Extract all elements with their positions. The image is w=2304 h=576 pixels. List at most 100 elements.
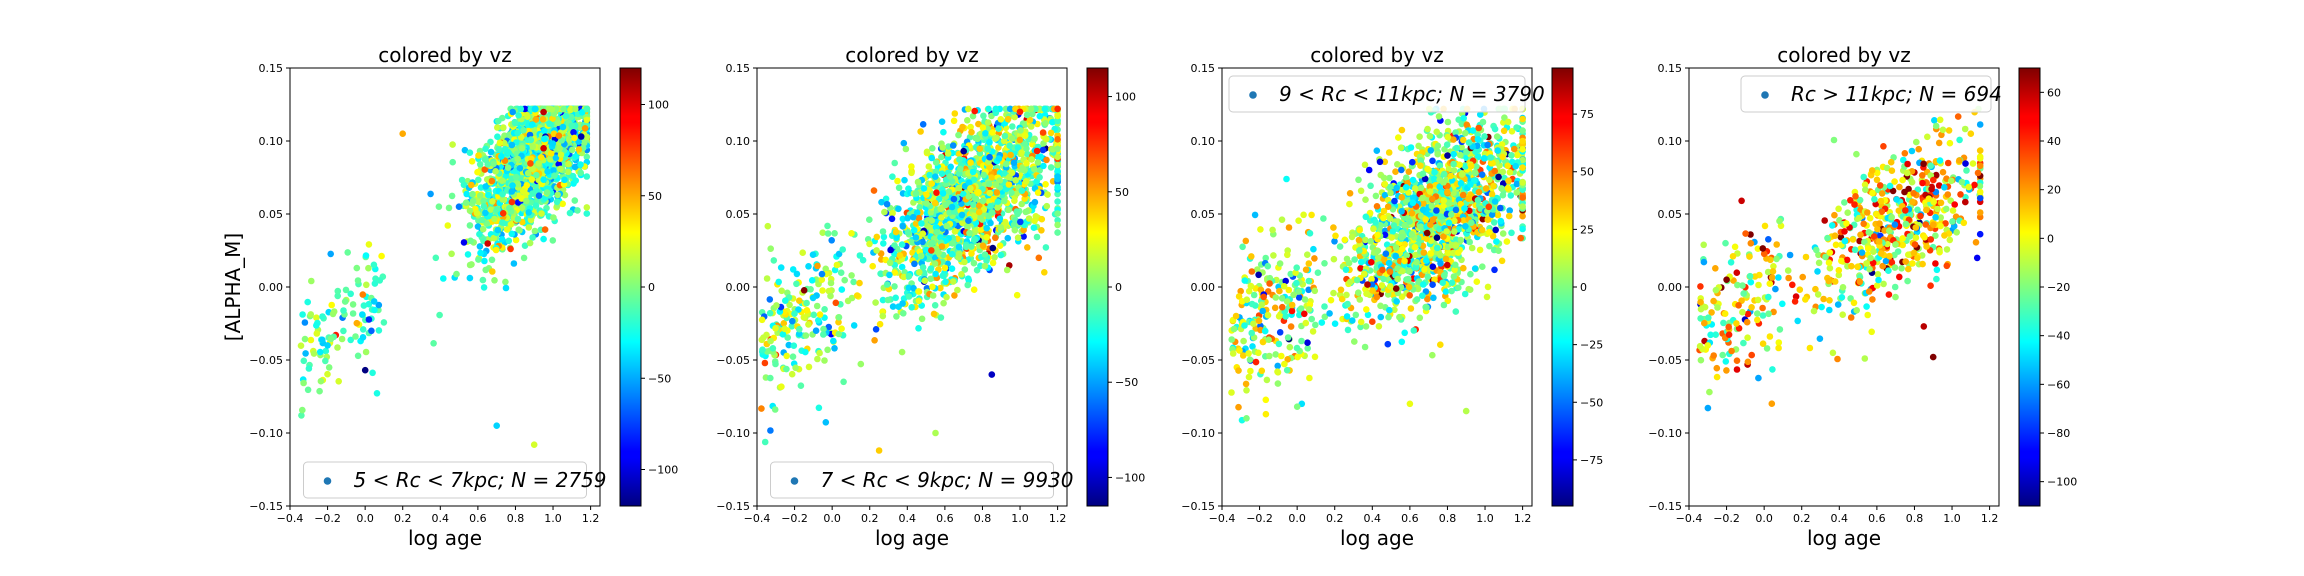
scatter-point — [920, 185, 928, 192]
scatter-point — [1301, 296, 1309, 303]
scatter-point — [1383, 241, 1391, 248]
scatter-point — [989, 244, 997, 252]
scatter-point — [970, 176, 978, 183]
scatter-point — [467, 237, 474, 245]
scatter-point — [1039, 146, 1047, 154]
scatter-point — [526, 239, 534, 247]
scatter-point — [959, 123, 966, 131]
scatter-point — [1362, 323, 1370, 330]
colorbar-tick-label: 100 — [1115, 91, 1136, 104]
scatter-point — [508, 188, 516, 195]
scatter-point — [360, 302, 368, 309]
scatter-point — [1039, 129, 1047, 136]
scatter-point — [931, 199, 939, 207]
scatter-point — [508, 141, 516, 149]
scatter-point — [896, 252, 904, 259]
x-tick-label: 1.2 — [582, 512, 600, 525]
y-tick-label: 0.15 — [726, 62, 751, 75]
scatter-point — [904, 214, 911, 222]
scatter-point — [475, 152, 482, 159]
scatter-point — [481, 156, 489, 163]
scatter-point — [524, 113, 531, 120]
scatter-point — [824, 346, 831, 354]
x-tick-label: 1.2 — [1049, 512, 1067, 525]
scatter-point — [476, 230, 483, 238]
scatter-point — [879, 228, 887, 235]
scatter-point — [917, 252, 925, 260]
scatter-point — [1021, 140, 1028, 147]
scatter-point — [1035, 254, 1043, 262]
scatter-point — [365, 316, 373, 323]
scatter-point — [838, 325, 845, 333]
legend-label: 5 < Rc < 7kpc; N = 2759 — [354, 468, 607, 492]
colorbar-tick-label: −50 — [1115, 376, 1138, 389]
scatter-point — [555, 132, 563, 139]
scatter-point — [975, 120, 982, 128]
scatter-point — [514, 155, 521, 163]
scatter-point — [554, 191, 561, 199]
scatter-point — [551, 172, 558, 179]
scatter-point — [994, 204, 1001, 211]
scatter-point — [430, 340, 437, 347]
scatter-point — [1041, 269, 1048, 276]
scatter-point — [1397, 284, 1405, 291]
scatter-point — [375, 301, 383, 309]
scatter-point — [956, 156, 963, 163]
scatter-point — [965, 105, 972, 113]
panel-1: −0.4 −0.2 0.0 0.2 0.4 0.6 0.8 1.0 1.2−0.15−0.10−… — [221, 43, 678, 550]
scatter-point — [916, 269, 923, 276]
scatter-point — [1043, 156, 1050, 164]
scatter-point — [873, 247, 880, 254]
scatter-point — [912, 190, 920, 197]
scatter-point — [1022, 178, 1030, 185]
scatter-point — [784, 334, 791, 341]
scatter-point — [908, 169, 915, 177]
scatter-point — [997, 116, 1005, 123]
scatter-point — [313, 322, 320, 329]
scatter-point — [1287, 323, 1295, 330]
scatter-point — [839, 246, 846, 253]
scatter-point — [460, 239, 468, 246]
scatter-point — [583, 173, 591, 180]
scatter-point — [510, 260, 518, 267]
scatter-point — [480, 284, 488, 291]
scatter-point — [926, 186, 933, 193]
scatter-point — [923, 191, 930, 198]
scatter-point — [1508, 128, 1516, 135]
scatter-point — [1430, 294, 1437, 302]
x-tick-label: 0.2 — [861, 512, 879, 525]
scatter-point — [919, 230, 927, 237]
scatter-point — [1357, 264, 1364, 272]
scatter-point — [1005, 206, 1012, 214]
scatter-point — [1041, 105, 1049, 113]
scatter-point — [499, 190, 506, 198]
scatter-point — [795, 330, 803, 338]
scatter-point — [944, 150, 952, 157]
scatter-point — [913, 209, 921, 216]
scatter-point — [1005, 174, 1013, 181]
scatter-point — [1295, 294, 1303, 301]
scatter-point — [1036, 174, 1043, 181]
scatter-point — [305, 365, 313, 372]
x-tick-label: 0.6 — [936, 512, 954, 525]
scatter-point — [882, 195, 890, 203]
scatter-point — [848, 272, 855, 279]
scatter-point — [975, 189, 982, 196]
scatter-point — [835, 318, 842, 326]
scatter-point — [1347, 278, 1354, 286]
scatter-point — [1014, 210, 1021, 218]
scatter-point — [487, 148, 495, 156]
scatter-point — [1336, 243, 1344, 250]
scatter-point — [1365, 166, 1373, 174]
scatter-point — [570, 129, 577, 136]
scatter-point — [891, 242, 898, 249]
scatter-point — [539, 116, 547, 123]
scatter-point — [779, 331, 787, 338]
scatter-point — [1054, 145, 1061, 153]
scatter-point — [1373, 147, 1381, 154]
y-tick-label: −0.05 — [249, 354, 283, 367]
scatter-point — [1274, 362, 1281, 370]
scatter-point — [552, 154, 560, 162]
scatter-point — [886, 271, 893, 279]
scatter-point — [892, 228, 900, 236]
